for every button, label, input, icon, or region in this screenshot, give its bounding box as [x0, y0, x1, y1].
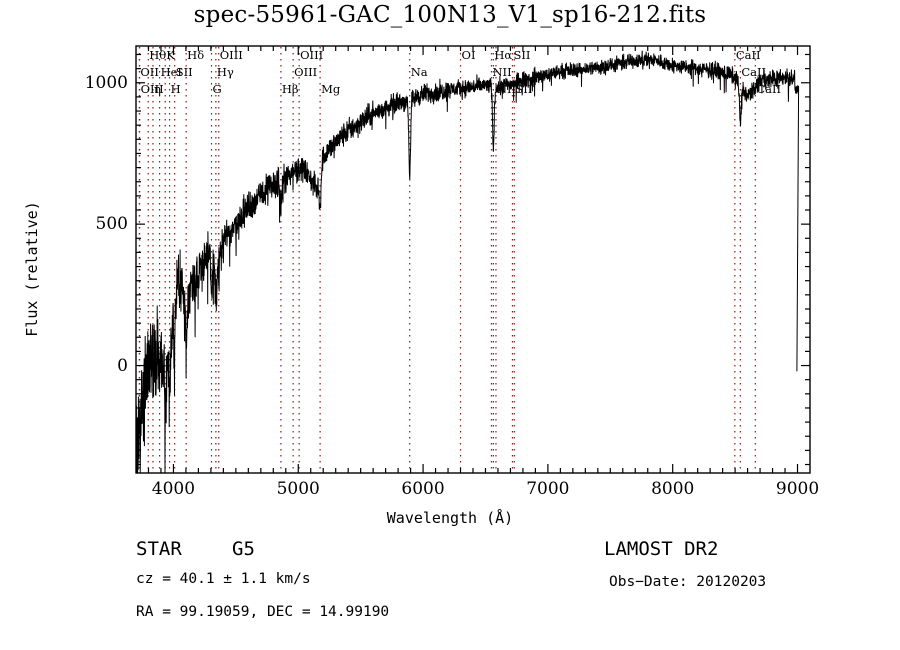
x-axis-label: Wavelength (Å): [386, 509, 514, 527]
y-tick-label: 500: [95, 214, 128, 235]
x-tick-label: 9000: [775, 479, 820, 499]
coordinates-label: RA = 99.19059, DEC = 14.99190: [136, 604, 390, 620]
plot-frame: [135, 45, 811, 474]
x-tick-label: 5000: [276, 479, 320, 499]
spectral-line-label: CaII: [741, 65, 767, 79]
spectral-line-label: Hα: [494, 48, 513, 62]
obs-date-label: Obs−Date: 20120203: [609, 574, 767, 590]
y-axis-label: Flux (relative): [23, 201, 41, 337]
spectral-line-label: CaII: [735, 48, 761, 62]
x-tick-label: 4000: [151, 479, 196, 499]
spectral-line-label: SII: [175, 65, 193, 79]
spectral-line-label: Na: [410, 65, 428, 79]
redshift-velocity-label: cz = 40.1 ± 1.1 km/s: [136, 571, 311, 587]
spectral-line-label: K: [166, 48, 175, 62]
spectral-line-label: H: [170, 82, 181, 96]
spectral-line-label: SII: [515, 82, 533, 96]
spectral-line-label: CaII: [756, 82, 782, 96]
spectral-line-label: OII: [140, 65, 159, 79]
spectral-line-label: Hβ: [281, 82, 299, 96]
spectral-line-label: Hθ: [149, 48, 167, 62]
spectral-line-label: OIII: [140, 82, 164, 96]
axis-ticks: [136, 46, 810, 473]
spectral-line-label: Hγ: [216, 65, 234, 79]
spectral-line-label: HeI: [160, 65, 182, 79]
x-tick-label: 7000: [526, 479, 570, 499]
y-tick-label: 1000: [84, 72, 128, 93]
y-tick-label: 0: [117, 355, 128, 376]
spectral-line-label: OI: [461, 48, 476, 62]
spectral-line-label: OIII: [219, 48, 243, 62]
spectral-line-label: NII: [492, 65, 512, 79]
survey-label: LAMOST DR2: [604, 538, 719, 560]
page-title: spec-55961-GAC_100N13_V1_sp16-212.fits: [193, 2, 707, 28]
spectral-line-label: OIII: [300, 48, 324, 62]
x-tick-label: 6000: [401, 479, 445, 499]
spectral-class-label: G5: [232, 538, 255, 560]
spectral-line-label: SII: [513, 48, 531, 62]
spectral-line-label: NII: [496, 82, 517, 96]
spectral-line-label: Mg: [321, 82, 341, 96]
spectral-line-label: η: [153, 82, 161, 96]
x-tick-label: 8000: [651, 479, 695, 499]
spectral-line-label: Hδ: [187, 48, 205, 62]
object-type-label: STAR: [136, 538, 182, 560]
spectral-line-label: OIII: [294, 65, 318, 79]
spectrum-trace: [135, 50, 800, 473]
spectral-line-label: G: [212, 82, 222, 96]
